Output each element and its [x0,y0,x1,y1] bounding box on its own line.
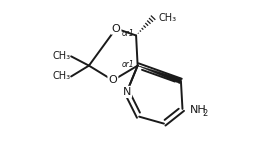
Text: N: N [123,87,131,97]
Text: or1: or1 [122,29,135,38]
Text: CH₃: CH₃ [52,71,70,81]
Polygon shape [138,66,182,84]
Text: NH: NH [190,105,207,115]
Text: O: O [112,24,120,34]
Text: CH₃: CH₃ [159,13,177,23]
Text: O: O [109,75,117,85]
Text: 2: 2 [202,109,207,118]
Text: or1: or1 [122,60,135,69]
Text: CH₃: CH₃ [52,51,70,61]
